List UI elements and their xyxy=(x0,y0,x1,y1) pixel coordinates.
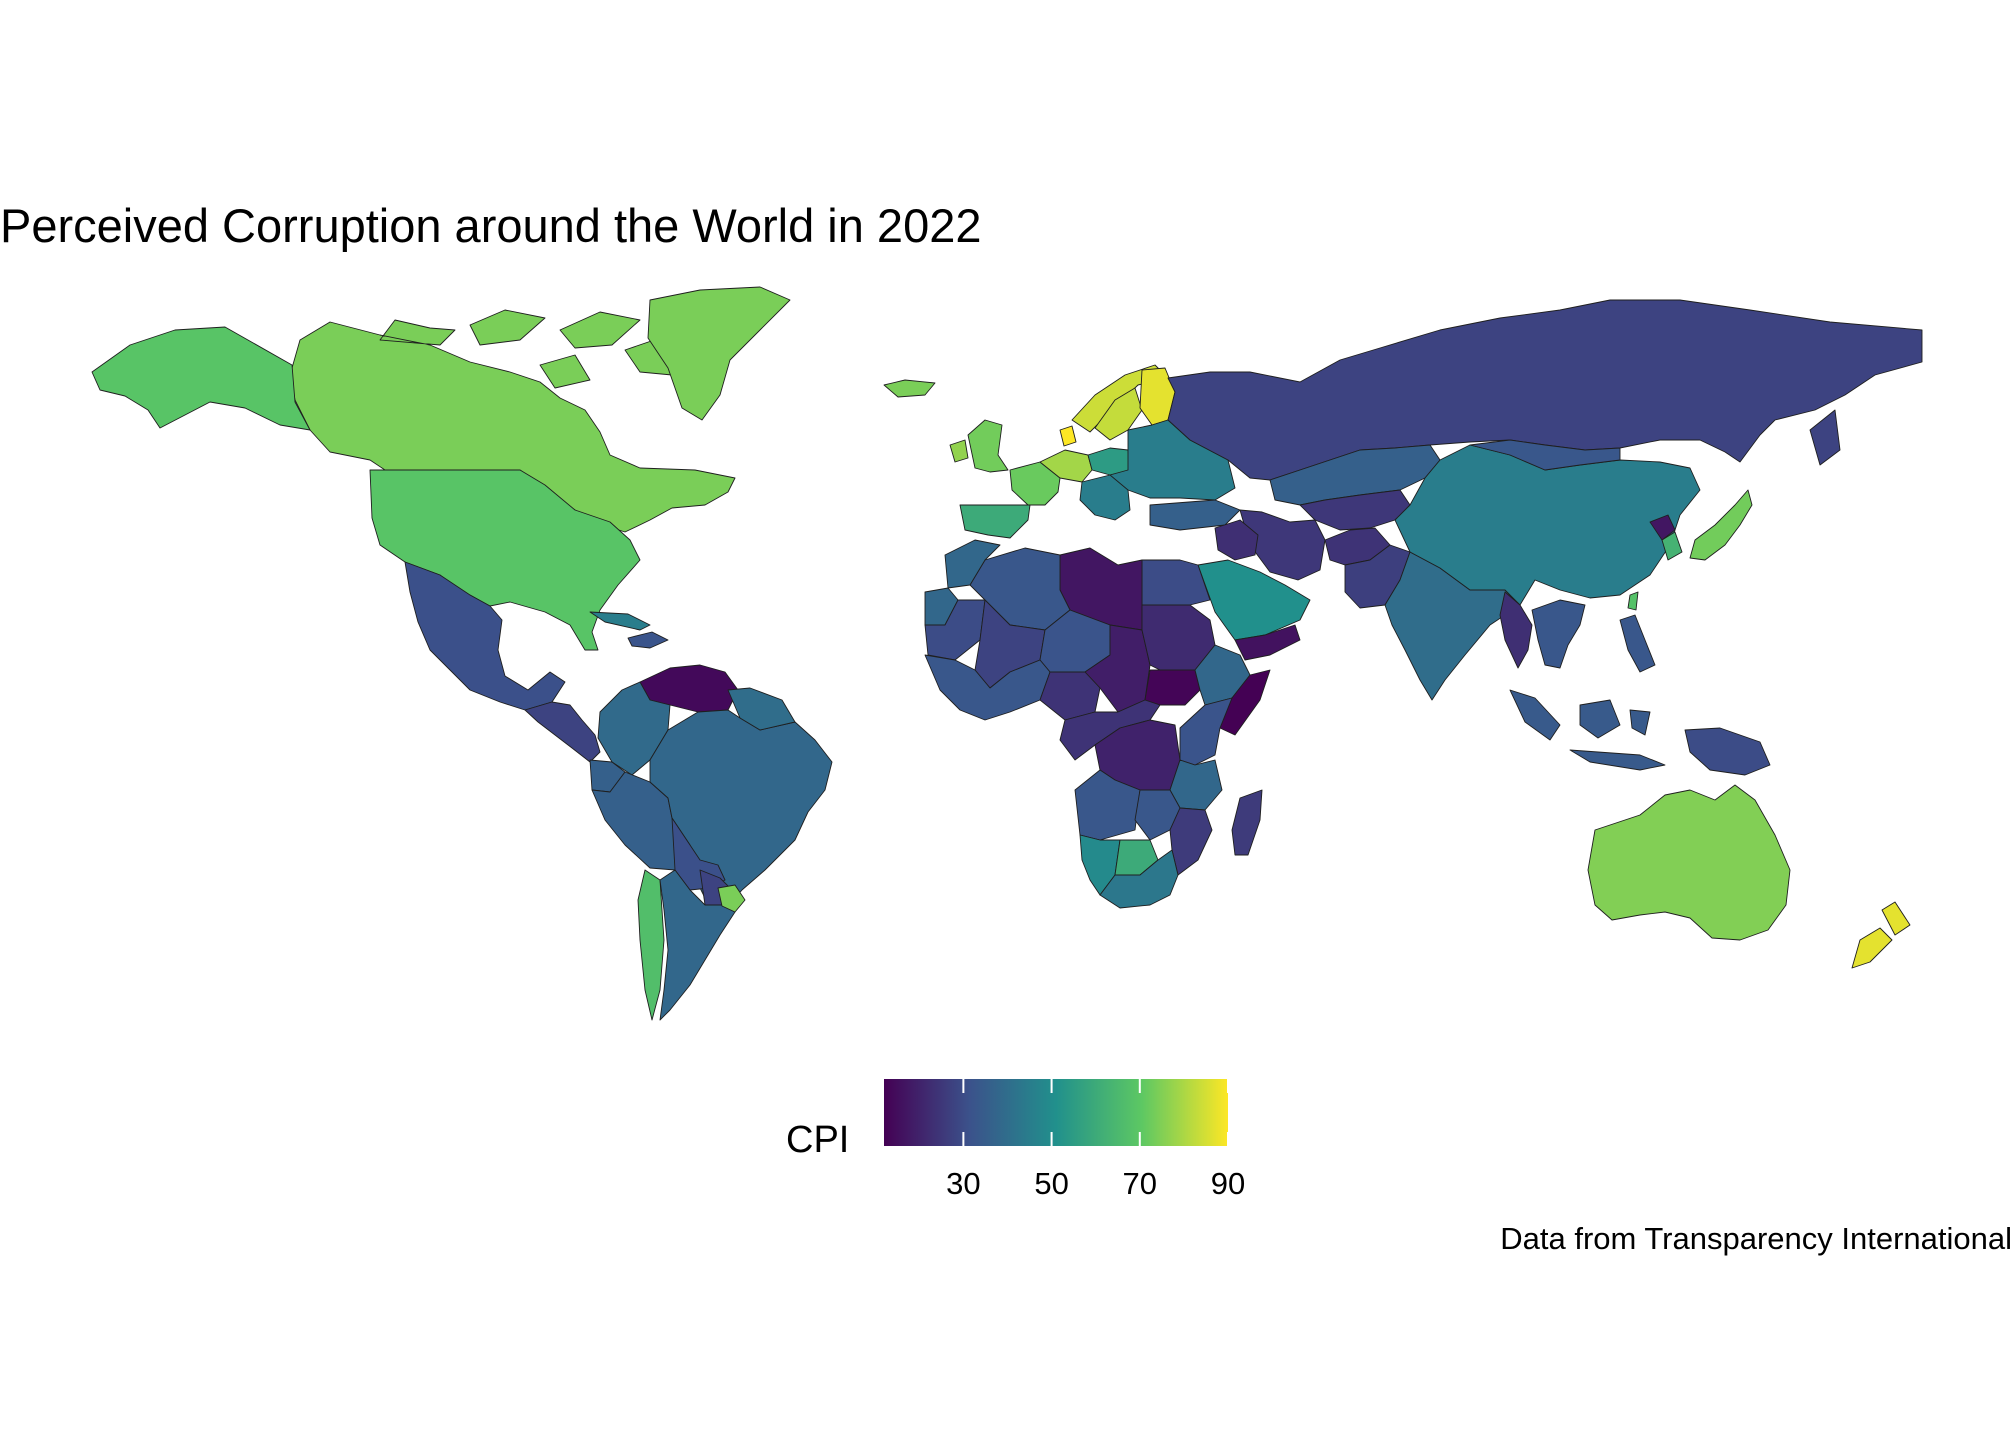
region-cuba xyxy=(589,611,651,631)
region-ireland xyxy=(949,439,969,463)
region-mozambique xyxy=(1169,807,1213,876)
region-myanmar xyxy=(1499,591,1533,669)
legend-tick-label: 50 xyxy=(1034,1166,1069,1201)
region-south-sudan xyxy=(1144,669,1201,706)
legend-tick-label: 30 xyxy=(946,1166,981,1201)
region-madagascar xyxy=(1231,789,1263,856)
region-canada xyxy=(289,309,736,533)
region-uruguay xyxy=(717,884,746,913)
region-north-korea xyxy=(1649,514,1676,541)
region-iceland xyxy=(883,379,936,398)
region-southeast-asia xyxy=(1531,599,1586,669)
region-australia xyxy=(1587,784,1791,941)
region-yemen xyxy=(1234,624,1301,661)
region-iran xyxy=(1239,509,1326,581)
region-guianas xyxy=(727,687,796,731)
region-taiwan xyxy=(1627,591,1639,611)
region-iraq xyxy=(1214,519,1259,561)
region-papua-new-guinea xyxy=(1684,727,1771,776)
region-central-america xyxy=(524,701,601,763)
region-argentina xyxy=(659,869,736,1021)
legend-colorbar xyxy=(884,1079,1228,1146)
region-saudi-arabia xyxy=(1197,559,1311,641)
region-spain xyxy=(959,504,1031,539)
region-chile xyxy=(637,869,665,1021)
region-south-africa xyxy=(1099,849,1179,909)
data-source-caption: Data from Transparency International xyxy=(1500,1221,2012,1256)
region-tanzania xyxy=(1169,759,1223,811)
region-denmark xyxy=(1059,425,1077,447)
region-indonesia xyxy=(1509,689,1666,771)
legend-tick-label: 90 xyxy=(1210,1166,1246,1201)
legend-gradient xyxy=(884,1079,1228,1146)
region-philippines xyxy=(1619,614,1656,673)
region-south-korea xyxy=(1661,531,1683,561)
region-new-zealand xyxy=(1851,901,1911,969)
region-alaska xyxy=(91,326,311,431)
region-japan xyxy=(1689,489,1753,561)
region-united-kingdom xyxy=(967,419,1009,473)
region-hispaniola xyxy=(627,631,669,649)
region-kenya xyxy=(1179,697,1233,766)
legend-tick-marks xyxy=(962,1079,1228,1146)
region-greenland xyxy=(647,286,791,421)
region-mexico xyxy=(404,561,566,711)
legend-tick-label: 70 xyxy=(1122,1166,1158,1201)
region-mongolia xyxy=(1469,439,1621,471)
map-title: Perceived Corruption around the World in… xyxy=(0,199,982,252)
legend-title: CPI xyxy=(786,1119,850,1161)
